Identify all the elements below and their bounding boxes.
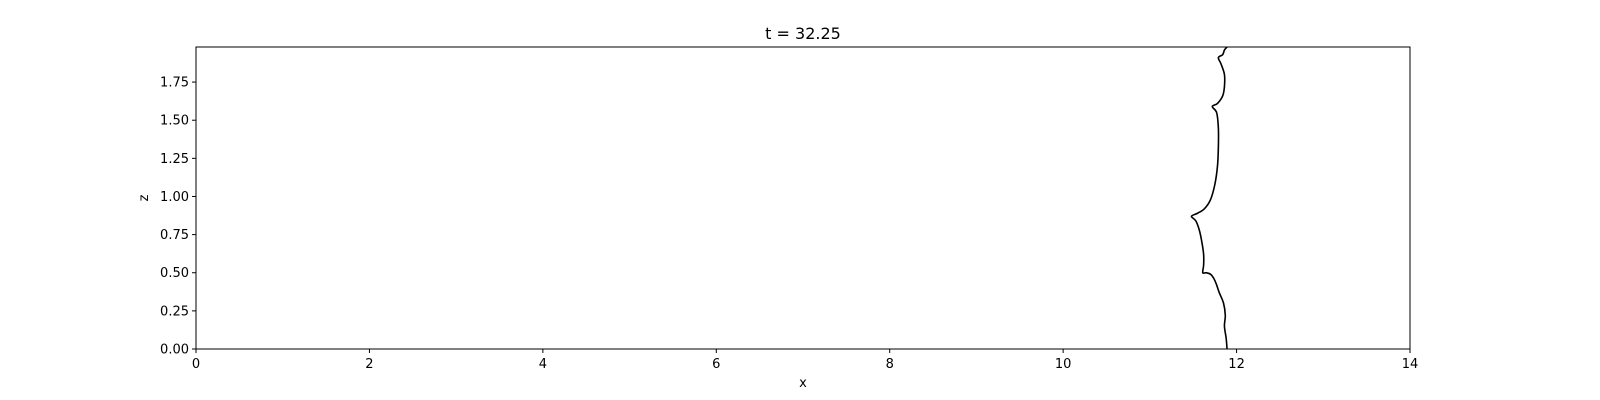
y-tick-label: 1.25	[160, 152, 189, 167]
y-tick-label: 0.75	[160, 228, 189, 243]
x-tick-label: 10	[1055, 357, 1072, 372]
x-tick-label: 14	[1402, 357, 1419, 372]
x-tick-label: 8	[886, 357, 894, 372]
y-tick-label: 1.00	[160, 190, 189, 205]
x-tick-label: 4	[539, 357, 547, 372]
y-tick-label: 0.25	[160, 304, 189, 319]
y-axis: 0.00 0.25 0.50 0.75 1.00 1.25 1.50 1.75	[160, 76, 196, 358]
x-tick-label: 6	[712, 357, 720, 372]
x-axis: 0 2 4 6 8 10 12 14	[192, 349, 1418, 372]
y-axis-label: z	[137, 194, 152, 201]
y-tick-label: 1.75	[160, 76, 189, 91]
x-tick-label: 12	[1228, 357, 1245, 372]
x-tick-label: 0	[192, 357, 200, 372]
y-tick-label: 1.50	[160, 114, 189, 129]
y-tick-label: 0.00	[160, 343, 189, 358]
chart-title: t = 32.25	[765, 24, 841, 43]
interface-line	[1190, 46, 1228, 350]
y-tick-label: 0.50	[160, 266, 189, 281]
x-axis-label: x	[799, 376, 807, 391]
x-tick-label: 2	[365, 357, 373, 372]
plot-frame	[195, 46, 1411, 350]
